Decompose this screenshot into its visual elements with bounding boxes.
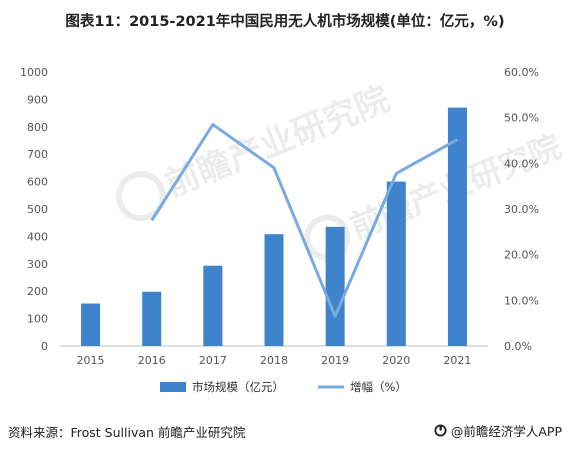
chart-title: 图表11：2015-2021年中国民用无人机市场规模(单位：亿元，%)	[65, 14, 505, 30]
bar	[325, 226, 345, 346]
y-left-tick-label: 300	[27, 258, 48, 271]
y-left-tick-label: 600	[27, 176, 48, 189]
y-right-tick-label: 50.0%	[504, 112, 539, 125]
bar	[386, 181, 406, 346]
y-left-tick-label: 0	[41, 340, 48, 353]
watermark-logo-icon	[115, 171, 166, 222]
y-right-tick-label: 0.0%	[504, 340, 532, 353]
legend: 市场规模（亿元） 增幅（%）	[160, 380, 407, 394]
y-right-tick-label: 60.0%	[504, 66, 539, 79]
y-left-tick-label: 900	[27, 93, 48, 106]
watermark: 前瞻产业研究院	[115, 79, 396, 222]
y-left-tick-label: 700	[27, 148, 48, 161]
bar	[142, 291, 162, 346]
y-left-tick-label: 1000	[20, 66, 48, 79]
x-tick-label: 2019	[321, 354, 349, 367]
y-right-tick-label: 20.0%	[504, 249, 539, 262]
x-tick-label: 2020	[382, 354, 410, 367]
bar	[81, 303, 101, 346]
brand: @前瞻经济学人APP	[434, 421, 562, 440]
legend-bar-swatch	[160, 382, 186, 392]
y-left-tick-label: 100	[27, 313, 48, 326]
x-tick-label: 2021	[443, 354, 471, 367]
legend-line-label: 增幅（%）	[350, 380, 407, 394]
y-left-tick-label: 400	[27, 230, 48, 243]
x-tick-label: 2016	[138, 354, 166, 367]
source-note: 资料来源：Frost Sullivan 前瞻产业研究院	[8, 425, 246, 440]
qianzhan-logo-icon	[434, 424, 447, 437]
bar	[203, 265, 223, 346]
brand-text: @前瞻经济学人APP	[450, 424, 562, 439]
bar-series	[81, 107, 467, 347]
x-tick-label: 2018	[260, 354, 288, 367]
bar	[447, 107, 467, 347]
x-tick-label: 2017	[199, 354, 227, 367]
watermark-text: 前瞻产业研究院	[160, 79, 396, 205]
x-tick-label: 2015	[77, 354, 105, 367]
axes: 0 100 200 300 400 500 600 700 800 900 1000 0.0% 10.0…	[20, 66, 539, 367]
legend-bar-label: 市场规模（亿元）	[192, 380, 284, 394]
y-right-tick-label: 40.0%	[504, 157, 539, 170]
growth-line	[150, 123, 459, 318]
y-right-tick-label: 30.0%	[504, 203, 539, 216]
bar	[264, 234, 284, 346]
y-left-tick-label: 800	[27, 121, 48, 134]
line-series	[150, 123, 459, 318]
y-right-tick-label: 10.0%	[504, 294, 539, 307]
y-left-tick-label: 200	[27, 285, 48, 298]
y-left-tick-label: 500	[27, 203, 48, 216]
